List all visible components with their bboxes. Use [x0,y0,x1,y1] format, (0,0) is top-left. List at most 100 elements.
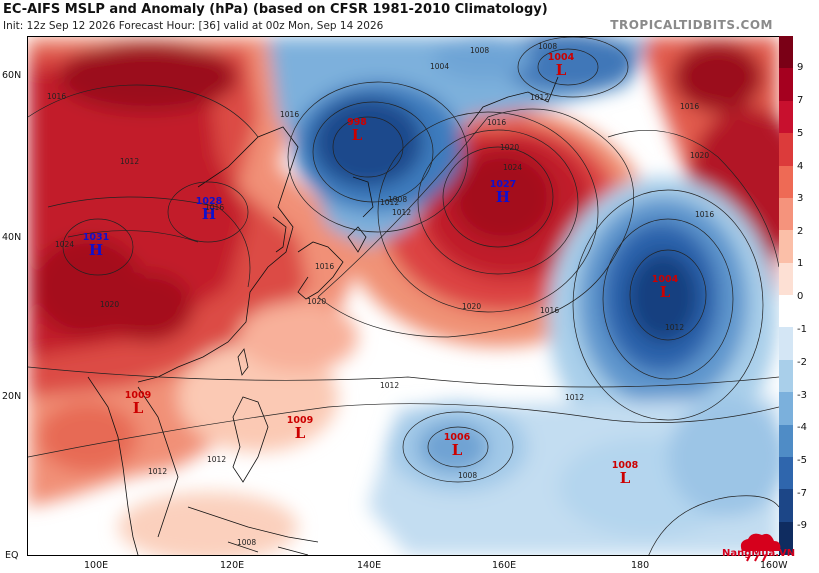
colorbar-segment [779,392,793,425]
low-center-indochina: 1009 L [118,391,158,416]
isobar-value-label: 1020 [500,143,520,152]
low-value: 1006 [443,432,471,443]
colorbar-segment [779,327,793,361]
colorbar-segment [779,262,793,296]
isobar-value-label: 1024 [55,240,75,249]
low-center-philippine-sea: 1009 L [280,416,320,441]
colorbar-tick-label: 3 [797,193,804,204]
low-symbol: L [132,399,144,417]
colorbar-tick-label: -3 [797,390,807,401]
isobar-value-label: 1012 [392,208,412,217]
isobar-value-label: 1016 [47,92,67,101]
low-center-central-pacific: 1004 L [645,275,685,300]
isobar-value-label: 1012 [380,198,400,207]
colorbar-tick-label: -2 [797,357,807,368]
colorbar-tick-label: -5 [797,455,807,466]
low-value: 1009 [286,415,314,426]
watermark-text: NangMua.VN [722,548,796,559]
isobar-value-label: 1020 [100,300,120,309]
coastlines [87,76,559,555]
anomaly-map [28,37,779,555]
colorbar-segment [779,133,793,166]
isobar-value-label: 1008 [470,46,490,55]
high-center-west-china: 1031 H [76,233,116,258]
isobar-value-label: 1008 [538,42,558,51]
isobar-value-label: 1024 [503,163,523,172]
brand-label: TROPICALTIDBITS.COM [610,18,773,32]
colorbar-tick-label: 9 [797,62,804,73]
colorbar-tick-label: -9 [797,520,807,531]
lon-label: 160E [492,560,517,571]
isobar-value-label: 1012 [120,157,140,166]
colorbar-tick-label: 4 [797,161,804,172]
colorbar-segment [779,424,793,458]
colorbar-tick-label: -7 [797,488,807,499]
anomaly-colorbar [779,36,793,555]
low-value: 1004 [651,274,679,285]
isobar-value-label: 1008 [388,195,408,204]
lat-label: 20N [2,391,22,402]
high-symbol: H [88,241,104,259]
high-center-north-pacific: 1027 H [483,180,523,205]
colorbar-segment [779,165,793,199]
isobar-value-label: 1012 [665,323,685,332]
anomaly-field [28,37,779,555]
colorbar-segment [779,36,793,69]
colorbar-tick-label: 5 [797,128,804,139]
low-center-west-pacific: 1006 L [437,433,477,458]
isobar-value-label: 1008 [458,471,478,480]
colorbar-tick-label: -1 [797,324,807,335]
lon-label: 160W [760,560,788,571]
colorbar-tick-label: 0 [797,291,804,302]
isobar-value-label: 1016 [680,102,700,111]
isobar-value-label: 1012 [565,393,585,402]
isobar-value-label: 1012 [148,467,168,476]
high-center-china: 1028 H [189,197,229,222]
colorbar-tick-label: 7 [797,95,804,106]
high-symbol: H [495,188,511,206]
lon-label: 120E [220,560,245,571]
colorbar-tick-label: -4 [797,422,807,433]
isobar-value-label: 1016 [315,262,335,271]
colorbar-segment [779,489,793,523]
colorbar-segment [779,197,793,231]
isobar-value-label: 1016 [695,210,715,219]
map-subtitle: Init: 12z Sep 12 2026 Forecast Hour: [36… [3,20,384,32]
isobar-value-label: 1004 [430,62,450,71]
colorbar-segment [779,230,793,264]
colorbar-segment [779,100,793,134]
isobar-value-label: 1012 [530,93,550,102]
map-title: EC-AIFS MSLP and Anomaly (hPa) (based on… [3,2,548,17]
colorbar-segment [779,295,793,328]
isobar-value-label: 1008 [237,538,257,547]
low-value: 998 [347,117,367,128]
lat-label: 60N [2,70,22,81]
isobar-value-label: 1020 [690,151,710,160]
isobar-value-label: 1016 [487,118,507,127]
low-symbol: L [659,283,671,301]
isobars [28,37,779,555]
colorbar-segment [779,521,793,555]
lon-label: 140E [357,560,382,571]
low-value: 1009 [124,390,152,401]
nangmua-logo [740,533,781,562]
low-center-tropical-pacific: 1008 L [605,461,645,486]
low-symbol: L [451,441,463,459]
low-symbol: L [619,469,631,487]
lat-label: EQ [5,550,19,561]
isobar-value-label: 1016 [280,110,300,119]
isobar-value-label: 1016 [540,306,560,315]
low-symbol: L [555,61,567,79]
low-symbol: L [351,126,363,144]
low-center-japan-sea: 998 L [337,118,377,143]
high-value: 1027 [489,179,517,190]
low-center-kamchatka: 1004 L [541,53,581,78]
low-symbol: L [294,424,306,442]
lon-label: 100E [84,560,109,571]
high-value: 1031 [82,232,110,243]
isobar-value-label: 1012 [207,455,227,464]
colorbar-segment [779,359,793,393]
lat-label: 40N [2,232,22,243]
isobar-value-label: 1020 [462,302,482,311]
colorbar-tick-label: 2 [797,226,804,237]
